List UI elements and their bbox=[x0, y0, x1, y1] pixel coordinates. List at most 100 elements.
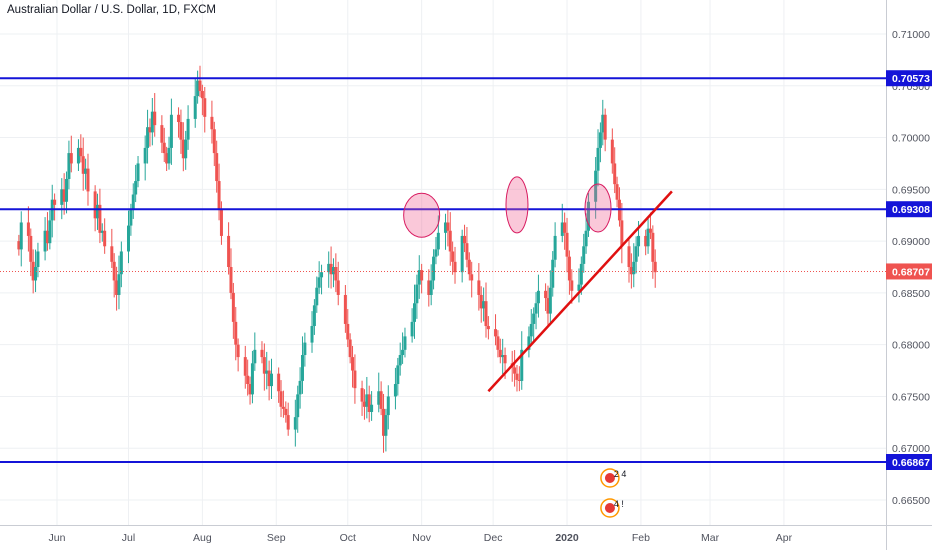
candle-body bbox=[60, 189, 64, 205]
candle-body bbox=[346, 323, 350, 340]
candle-body bbox=[646, 228, 650, 247]
y-tick-label: 0.68500 bbox=[892, 288, 930, 300]
flag-icon bbox=[604, 473, 615, 483]
candle-body bbox=[351, 357, 355, 371]
candle-body bbox=[293, 417, 297, 430]
candle-body bbox=[169, 114, 173, 148]
candle-body bbox=[498, 349, 502, 358]
candle-body bbox=[436, 232, 440, 250]
candle-body bbox=[196, 80, 200, 97]
candle-body bbox=[544, 290, 548, 299]
candle-body bbox=[150, 111, 154, 133]
candle-body bbox=[584, 230, 588, 247]
candle-body bbox=[231, 292, 235, 322]
candle-body bbox=[200, 90, 204, 99]
candle-body bbox=[260, 349, 264, 358]
candle-body bbox=[598, 132, 602, 148]
candle-body bbox=[432, 256, 436, 281]
candle-body bbox=[53, 199, 57, 205]
candle-body bbox=[551, 259, 555, 288]
candle-body bbox=[279, 391, 283, 407]
candle-body bbox=[484, 301, 488, 327]
candle-body bbox=[298, 380, 302, 395]
candle-body bbox=[513, 367, 517, 374]
candle-body bbox=[362, 401, 366, 407]
candle-body bbox=[627, 246, 631, 267]
candle-body bbox=[117, 274, 121, 295]
candle-body bbox=[210, 116, 214, 130]
candle-body bbox=[360, 388, 364, 402]
candle-body bbox=[17, 241, 21, 250]
candle-body bbox=[246, 375, 250, 385]
candle-body bbox=[393, 384, 397, 397]
candle-body bbox=[219, 210, 223, 236]
candle-body bbox=[644, 235, 648, 247]
candle-body bbox=[534, 303, 538, 314]
candle-body bbox=[384, 415, 388, 436]
level-price-label: 0.66867 bbox=[892, 457, 930, 469]
candle-body bbox=[43, 230, 47, 252]
candle-body bbox=[403, 336, 407, 350]
candle-body bbox=[253, 349, 257, 364]
candle-body bbox=[119, 251, 123, 275]
candle-body bbox=[84, 168, 88, 174]
candle-body bbox=[453, 261, 457, 273]
x-tick-label: Jun bbox=[49, 532, 66, 544]
candle-body bbox=[634, 246, 638, 262]
candle-body bbox=[265, 370, 269, 374]
candle-body bbox=[277, 373, 281, 392]
x-tick-label: Feb bbox=[632, 532, 650, 544]
candle-body bbox=[329, 263, 333, 275]
trendline bbox=[487, 190, 673, 393]
candle-body bbox=[343, 294, 347, 324]
candle-body bbox=[177, 114, 181, 123]
candle-body bbox=[463, 235, 467, 244]
candle-body bbox=[353, 370, 357, 389]
x-tick-label: Apr bbox=[776, 532, 793, 544]
candle-body bbox=[215, 153, 219, 182]
y-tick-label: 0.67500 bbox=[892, 391, 930, 403]
x-tick-label: Jul bbox=[122, 532, 135, 544]
candle-body bbox=[234, 321, 238, 345]
candle-body bbox=[365, 394, 369, 407]
candle-body bbox=[243, 357, 247, 376]
candle-body bbox=[529, 323, 533, 337]
candle-body bbox=[146, 127, 150, 148]
candle-body bbox=[615, 184, 619, 200]
candle-body bbox=[229, 267, 233, 293]
level-price-tag bbox=[886, 201, 932, 218]
candle-body bbox=[320, 272, 324, 278]
candle-body bbox=[236, 344, 240, 358]
candle-body bbox=[193, 96, 197, 119]
candle-body bbox=[179, 122, 183, 140]
candle-body bbox=[312, 305, 316, 327]
candle-body bbox=[479, 294, 483, 309]
y-tick-label: 0.69500 bbox=[892, 184, 930, 196]
candle-body bbox=[532, 313, 536, 324]
candle-body bbox=[327, 263, 331, 273]
candle-body bbox=[86, 168, 90, 192]
candle-body bbox=[382, 408, 386, 436]
level-price-tag bbox=[886, 453, 932, 470]
current-price-tag bbox=[886, 263, 932, 280]
candle-body bbox=[79, 147, 83, 157]
candle-body bbox=[300, 355, 304, 381]
y-tick-label: 0.68000 bbox=[892, 340, 930, 352]
candle-body bbox=[582, 246, 586, 264]
candle-body bbox=[434, 249, 438, 257]
x-tick-label: Sep bbox=[267, 532, 286, 544]
candle-body bbox=[203, 98, 207, 117]
candle-body bbox=[167, 147, 171, 164]
highlight-marker bbox=[505, 176, 529, 234]
candle-body bbox=[465, 243, 469, 260]
x-tick-label: Mar bbox=[701, 532, 720, 544]
highlight-marker bbox=[403, 192, 441, 238]
candle-body bbox=[420, 270, 424, 281]
candle-body bbox=[482, 301, 486, 309]
candle-body bbox=[367, 394, 371, 412]
candle-body bbox=[270, 373, 273, 387]
candle-body bbox=[148, 127, 152, 133]
